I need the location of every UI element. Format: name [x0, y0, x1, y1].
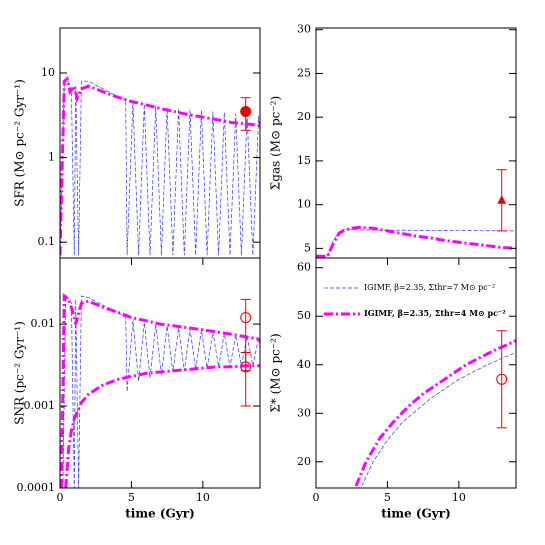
- y-axis-label: SNR (pc⁻² Gyr⁻¹): [13, 321, 27, 425]
- y-tick-label: 0.001: [24, 399, 56, 412]
- y-axis-label: Σgas (M⊙ pc⁻²): [269, 96, 283, 190]
- y-tick-label: 20: [297, 455, 311, 468]
- series-line: [316, 228, 516, 257]
- x-tick-label: 0: [313, 491, 320, 504]
- y-tick-label: 10: [297, 198, 311, 211]
- marker: [496, 373, 508, 385]
- frame: [59, 27, 261, 259]
- y-tick-label: 5: [304, 241, 311, 254]
- frame: [59, 257, 261, 489]
- series-line: [60, 292, 260, 488]
- marker: [240, 106, 252, 118]
- plot-area: [60, 292, 260, 488]
- x-axis-label: time (Gyr): [381, 507, 451, 521]
- y-tick-label: 0.1: [38, 235, 56, 248]
- series-line: [316, 225, 516, 258]
- series-line: [354, 339, 516, 487]
- y-tick-label: 0.0001: [17, 481, 56, 494]
- series-line: [60, 78, 260, 256]
- y-tick-label: 0.01: [31, 317, 56, 330]
- y-tick-label: 30: [297, 406, 311, 419]
- x-tick-label: 10: [196, 491, 210, 504]
- y-tick-label: 15: [297, 154, 311, 167]
- y-tick-label: 25: [297, 66, 311, 79]
- y-tick-label: 20: [297, 110, 311, 123]
- x-tick-label: 5: [128, 491, 135, 504]
- x-tick-label: 0: [57, 491, 64, 504]
- series-line: [64, 364, 260, 488]
- series-line: [60, 76, 260, 256]
- x-axis-label: time (Gyr): [125, 507, 195, 521]
- y-tick-label: 1: [48, 151, 55, 164]
- y-tick-label: 30: [297, 23, 311, 36]
- series-line: [361, 352, 516, 487]
- marker: [497, 195, 507, 204]
- y-tick-label: 10: [41, 66, 55, 79]
- series-line: [62, 295, 260, 488]
- y-axis-label: SFR (M⊙ pc⁻² Gyr⁻¹): [13, 79, 27, 207]
- y-axis-label: Σ* (M⊙ pc⁻²): [269, 333, 283, 412]
- y-tick-label: 60: [297, 261, 311, 274]
- x-tick-label: 10: [452, 491, 466, 504]
- marker: [240, 361, 252, 373]
- plot-area: [354, 339, 516, 487]
- legend-label: IGIMF, β=2.35, Σthr=7 M⊙ pc⁻²: [364, 283, 495, 292]
- y-tick-label: 40: [297, 358, 311, 371]
- plot-area: [316, 225, 516, 258]
- legend-label: IGIMF, β=2.35, Σthr=4 M⊙ pc⁻²: [364, 308, 506, 318]
- plot-area: [60, 76, 260, 256]
- y-tick-label: 50: [297, 309, 311, 322]
- frame: [315, 257, 517, 489]
- frame: [315, 27, 517, 259]
- marker: [240, 312, 252, 324]
- x-tick-label: 5: [384, 491, 391, 504]
